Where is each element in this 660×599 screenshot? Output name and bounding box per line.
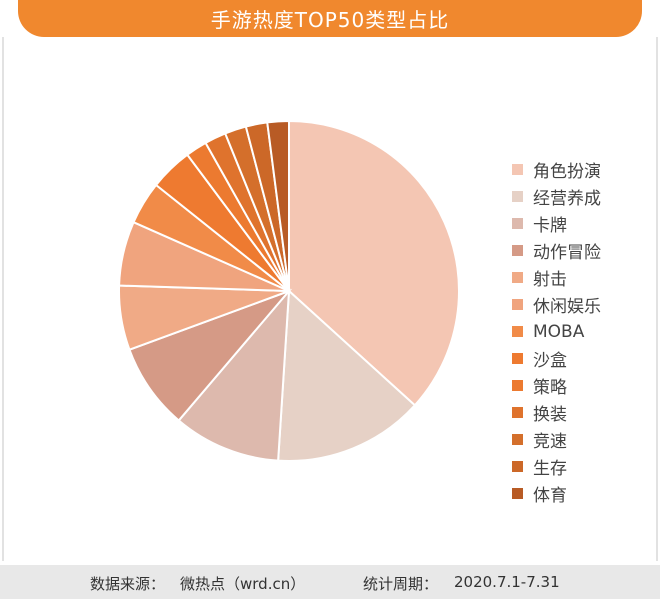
legend-label: 动作冒险 [533, 243, 601, 263]
legend-item-1: 经营养成 [512, 183, 601, 210]
legend-label: 策略 [533, 378, 567, 398]
legend-label: 生存 [533, 459, 567, 479]
legend-item-7: 沙盒 [512, 345, 601, 372]
legend-label: 沙盒 [533, 351, 567, 371]
pie-slice-12 [266, 119, 290, 292]
legend-item-11: 生存 [512, 453, 601, 480]
legend-label: 卡牌 [533, 216, 567, 236]
legend-label: MOBA [533, 321, 585, 342]
legend-item-10: 竞速 [512, 426, 601, 453]
footer: 数据来源： 微热点（wrd.cn） 统计周期： 2020.7.1-7.31 [0, 565, 660, 599]
legend-swatch [512, 326, 523, 337]
legend-label: 经营养成 [533, 189, 601, 209]
chart-title: 手游热度TOP50类型占比 [210, 8, 450, 32]
legend-item-2: 卡牌 [512, 210, 601, 237]
legend-item-0: 角色扮演 [512, 156, 601, 183]
legend-label: 竞速 [533, 432, 567, 452]
pie-slice-0 [288, 119, 460, 407]
legend: 角色扮演经营养成卡牌动作冒险射击休闲娱乐 MOBA 沙盒策略换装竞速生存体育 [512, 156, 601, 507]
source-value: 微热点（wrd.cn） [180, 575, 306, 593]
legend-swatch [512, 434, 523, 445]
legend-swatch [512, 407, 523, 418]
legend-label: 角色扮演 [533, 162, 601, 182]
legend-swatch [512, 380, 523, 391]
legend-label: 换装 [533, 405, 567, 425]
legend-item-5: 休闲娱乐 [512, 291, 601, 318]
legend-item-8: 策略 [512, 372, 601, 399]
pie-slice-2 [177, 288, 291, 462]
legend-swatch [512, 461, 523, 472]
legend-swatch [512, 218, 523, 229]
legend-item-12: 体育 [512, 480, 601, 507]
legend-swatch [512, 164, 523, 175]
legend-label: 体育 [533, 486, 567, 506]
title-banner: 手游热度TOP50类型占比 [18, 0, 642, 37]
period-label: 统计周期： [363, 575, 439, 593]
legend-swatch [512, 488, 523, 499]
chart-card: 角色扮演经营养成卡牌动作冒险射击休闲娱乐 MOBA 沙盒策略换装竞速生存体育 [2, 37, 658, 561]
legend-item-3: 动作冒险 [512, 237, 601, 264]
legend-swatch [512, 272, 523, 283]
legend-swatch [512, 299, 523, 310]
legend-swatch [512, 245, 523, 256]
pie-slice-3 [128, 288, 293, 422]
legend-item-9: 换装 [512, 399, 601, 426]
pie-chart [118, 119, 460, 462]
legend-swatch [512, 353, 523, 364]
legend-item-4: 射击 [512, 264, 601, 291]
legend-swatch [512, 191, 523, 202]
source-label: 数据来源： [90, 575, 166, 593]
legend-label: 休闲娱乐 [533, 297, 601, 317]
legend-label: 射击 [533, 270, 567, 290]
period-value: 2020.7.1-7.31 [454, 573, 560, 591]
legend-item-6: MOBA [512, 318, 601, 345]
pie-slice-1 [277, 288, 417, 462]
